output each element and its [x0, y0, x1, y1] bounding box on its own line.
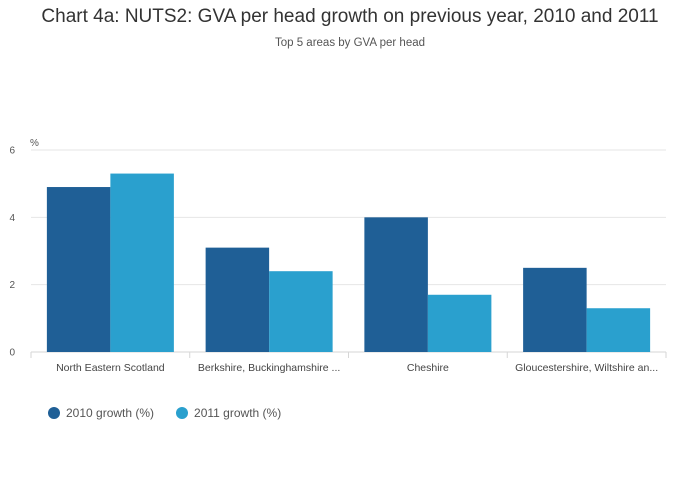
x-tick-label-2: Cheshire — [407, 362, 449, 374]
legend-label-2011: 2011 growth (%) — [194, 406, 282, 420]
legend-label-2010: 2010 growth (%) — [66, 406, 155, 420]
legend-marker-2010 — [48, 407, 60, 419]
y-tick-label-0: 0 — [9, 348, 15, 359]
chart-subtitle: Top 5 areas by GVA per head — [274, 37, 426, 49]
bar-series1-cat0 — [110, 173, 174, 352]
y-tick-label-2: 2 — [9, 280, 15, 291]
chart-legend: 2010 growth (%) 2011 growth (%) — [48, 406, 281, 420]
y-axis-label: % — [30, 138, 39, 149]
y-tick-label-4: 4 — [9, 213, 15, 224]
bar-series0-cat3 — [523, 267, 587, 352]
legend-item-2010[interactable]: 2010 growth (%) — [48, 406, 154, 420]
bar-series1-cat3 — [586, 308, 651, 352]
bar-series1-cat1 — [269, 271, 333, 352]
chart-title: Chart 4a: NUTS2: GVA per head growth on … — [41, 6, 659, 27]
x-tick-label-0: North Eastern Scotland — [56, 362, 165, 374]
bar-series0-cat0 — [46, 187, 111, 352]
x-tick-label-3: Gloucestershire, Wiltshire an... — [515, 362, 658, 374]
legend-item-2011[interactable]: 2011 growth (%) — [176, 406, 281, 420]
bar-series1-cat2 — [427, 294, 492, 352]
bar-series0-cat2 — [364, 217, 428, 352]
y-tick-label-6: 6 — [9, 146, 15, 157]
bar-series0-cat1 — [205, 247, 270, 352]
x-tick-label-1: Berkshire, Buckinghamshire ... — [198, 362, 340, 374]
legend-marker-2011 — [176, 407, 189, 419]
